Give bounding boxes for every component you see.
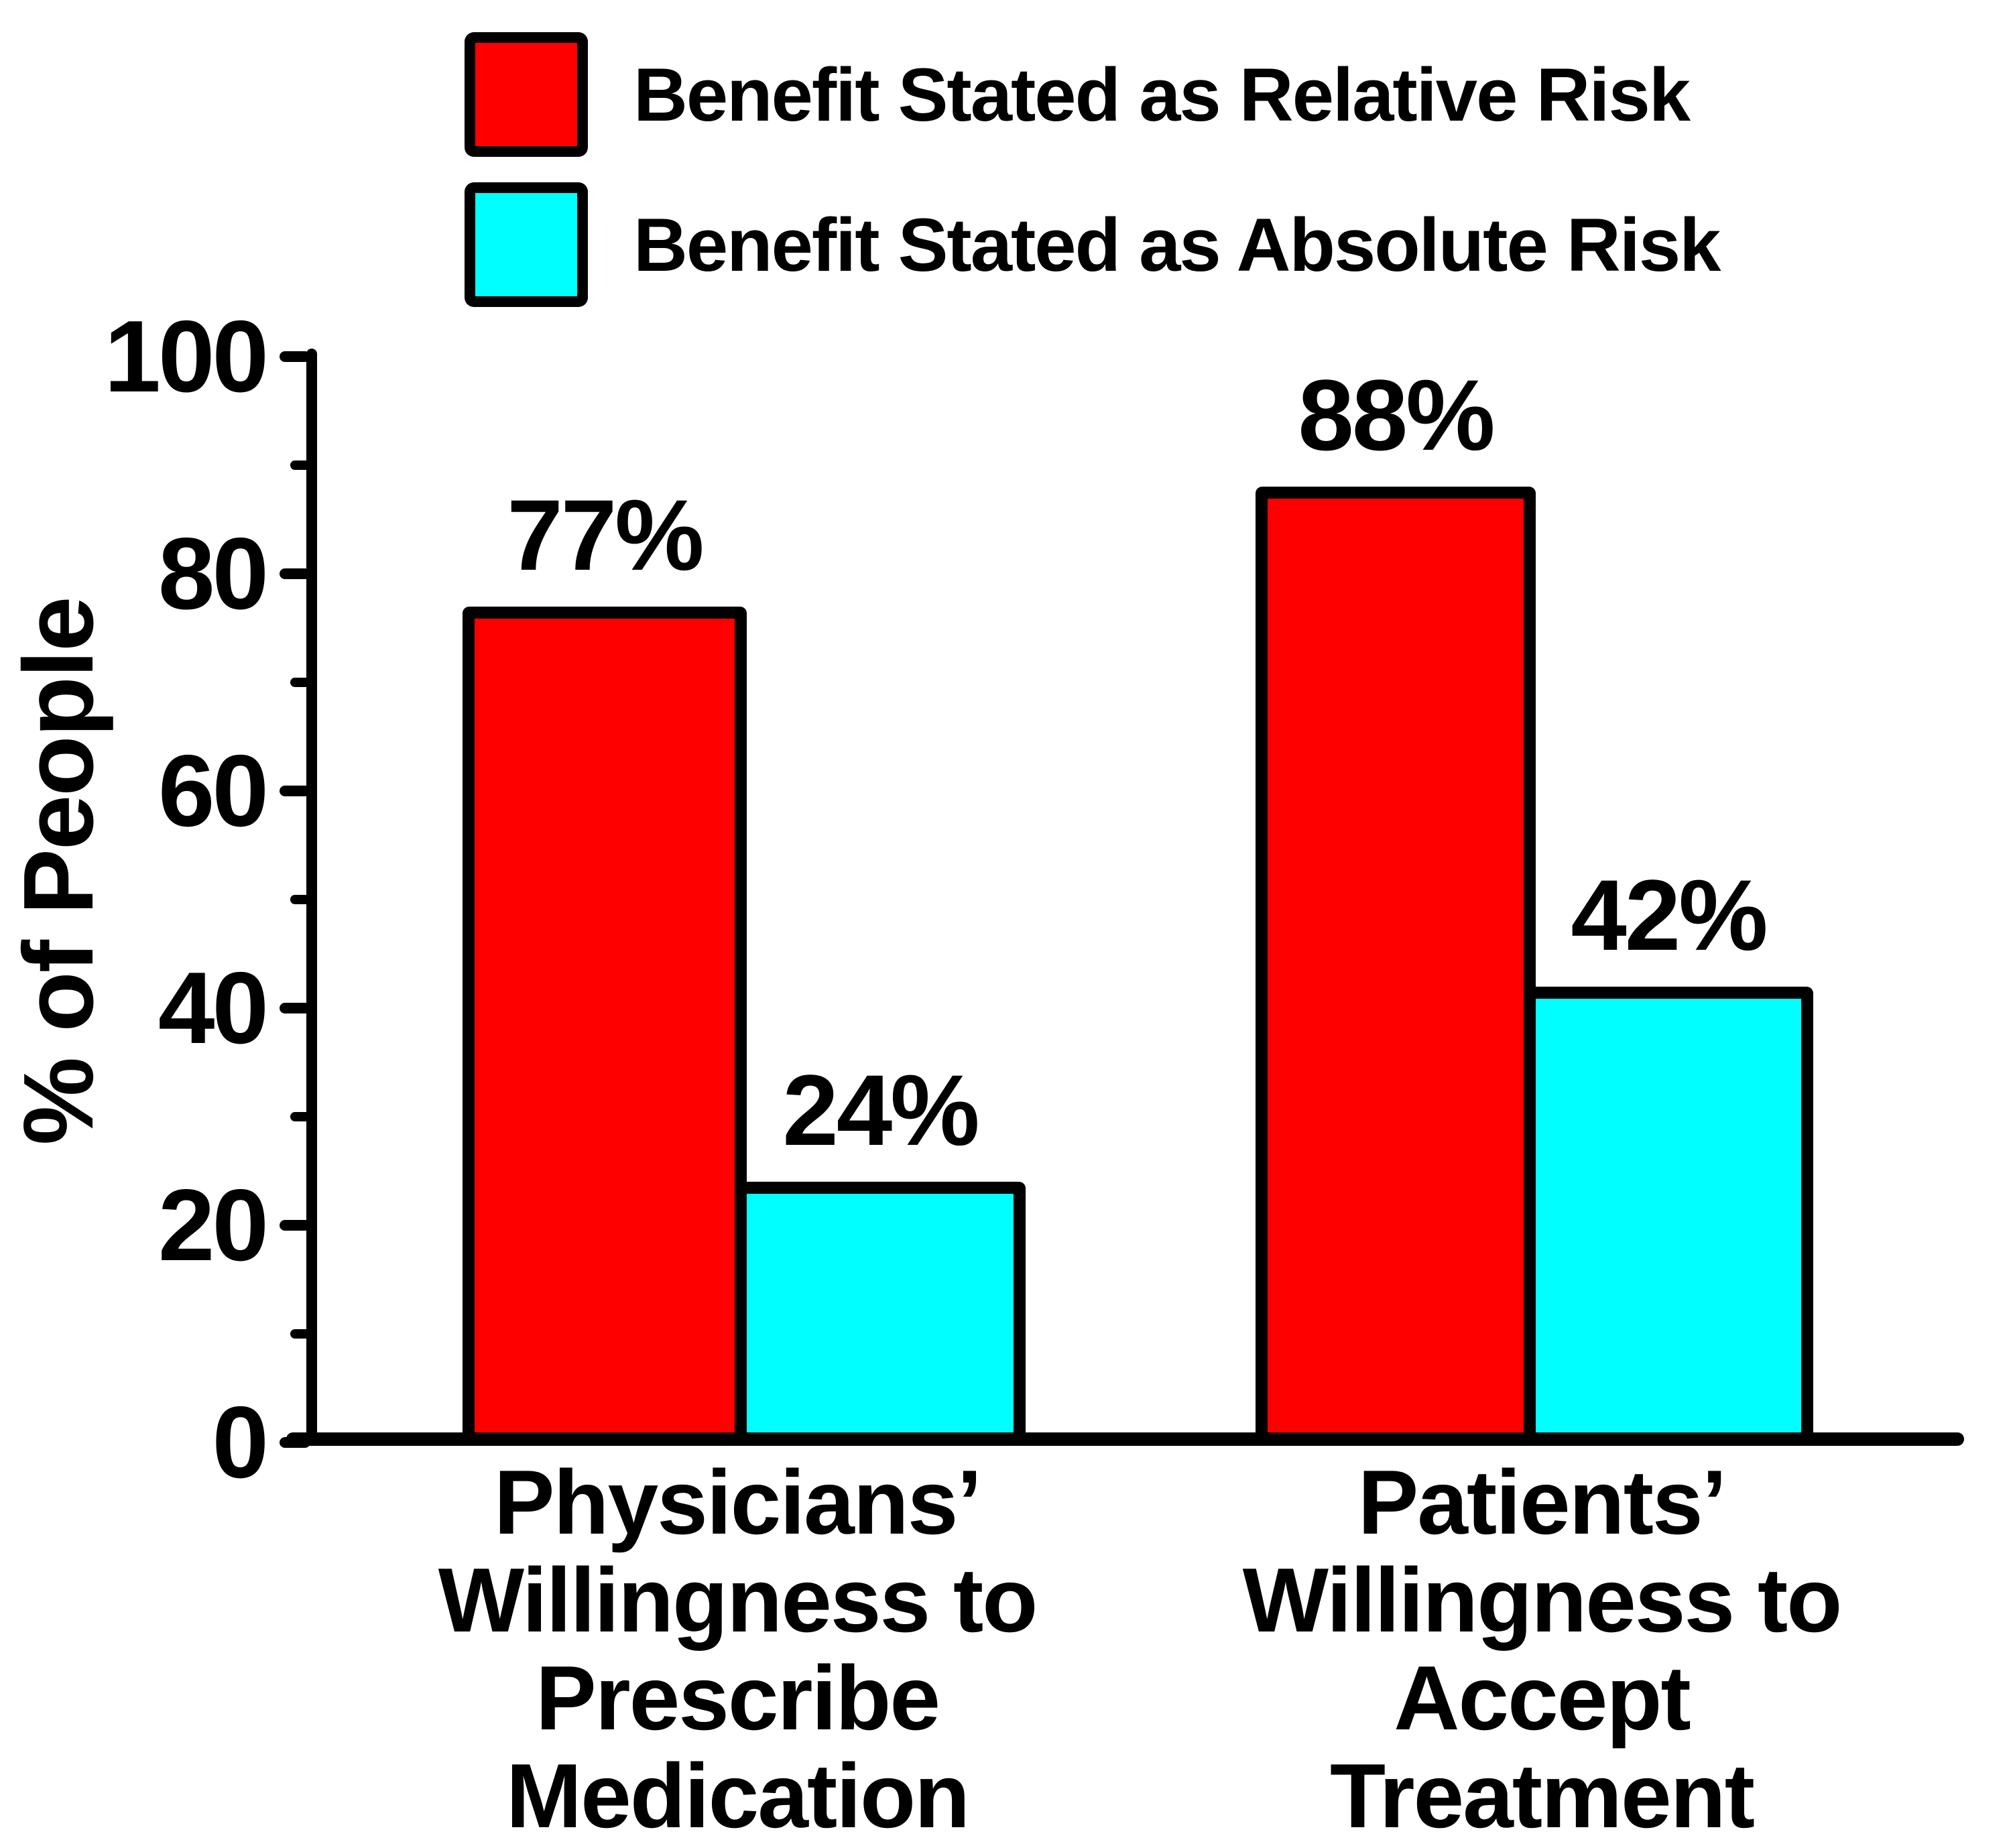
bar-physicians-absolute-risk bbox=[735, 1182, 1026, 1446]
y-minor-tick-90 bbox=[290, 460, 310, 470]
legend-swatch-absolute-risk bbox=[465, 182, 588, 307]
y-major-tick-60 bbox=[280, 786, 310, 796]
y-minor-tick-30 bbox=[290, 1112, 310, 1121]
y-minor-tick-50 bbox=[290, 895, 310, 904]
bar-physicians-relative-risk bbox=[463, 606, 747, 1446]
x-category-line: Willingness to bbox=[1242, 1549, 1843, 1651]
value-label-physicians-relative: 77% bbox=[507, 478, 704, 591]
x-category-label-physicians: Physicians’ Willingness to Prescribe Med… bbox=[335, 1453, 1140, 1845]
y-axis-line bbox=[306, 349, 317, 1446]
x-category-line: Medication bbox=[505, 1745, 970, 1847]
x-category-line: Prescribe bbox=[536, 1647, 940, 1749]
legend-label-absolute-risk: Benefit Stated as Absolute Risk bbox=[633, 202, 1721, 287]
y-tick-label-20: 20 bbox=[158, 1168, 269, 1282]
x-category-line: Physicians’ bbox=[493, 1451, 982, 1553]
y-tick-label-60: 60 bbox=[158, 734, 269, 848]
value-label-patients-relative: 88% bbox=[1298, 359, 1495, 472]
x-category-line: Patients’ bbox=[1357, 1451, 1727, 1553]
x-category-line: Treatment bbox=[1330, 1745, 1755, 1847]
bar-patients-relative-risk bbox=[1256, 487, 1536, 1446]
y-major-tick-40 bbox=[280, 1003, 310, 1013]
legend-label-relative-risk: Benefit Stated as Relative Risk bbox=[633, 52, 1691, 137]
x-category-line: Willingness to bbox=[438, 1549, 1038, 1651]
y-minor-tick-70 bbox=[290, 678, 310, 687]
y-tick-label-80: 80 bbox=[158, 517, 269, 631]
x-axis-line bbox=[286, 1432, 1964, 1446]
y-tick-label-0: 0 bbox=[212, 1385, 269, 1499]
value-label-patients-absolute: 42% bbox=[1571, 858, 1768, 971]
x-category-line: Accept bbox=[1394, 1647, 1691, 1749]
x-category-label-patients: Patients’ Willingness to Accept Treatmen… bbox=[1140, 1453, 1944, 1845]
y-major-tick-100 bbox=[280, 351, 310, 362]
bar-patients-absolute-risk bbox=[1524, 986, 1813, 1446]
y-major-tick-80 bbox=[280, 568, 310, 579]
y-tick-label-40: 40 bbox=[158, 951, 269, 1065]
y-minor-tick-10 bbox=[290, 1329, 310, 1339]
y-major-tick-20 bbox=[280, 1220, 310, 1231]
y-tick-label-100: 100 bbox=[104, 300, 269, 414]
legend-swatch-relative-risk bbox=[465, 32, 588, 157]
value-label-physicians-absolute: 24% bbox=[782, 1054, 979, 1167]
